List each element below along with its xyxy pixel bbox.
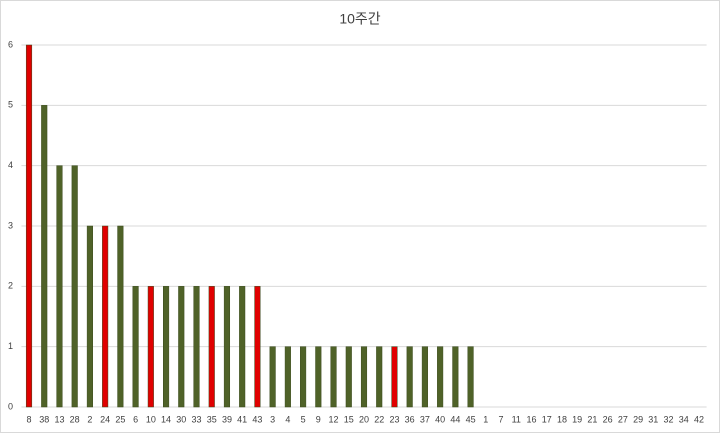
x-tick-label: 28 bbox=[70, 414, 80, 424]
x-tick-label: 23 bbox=[389, 414, 399, 424]
x-tick-label: 20 bbox=[359, 414, 369, 424]
bar bbox=[406, 346, 413, 408]
bar bbox=[117, 225, 124, 408]
x-tick-label: 21 bbox=[587, 414, 597, 424]
x-tick-label: 39 bbox=[222, 414, 232, 424]
x-tick-label: 38 bbox=[39, 414, 49, 424]
x-tick-label: 43 bbox=[252, 414, 262, 424]
bar bbox=[41, 105, 48, 408]
x-tick-label: 33 bbox=[191, 414, 201, 424]
x-tick-label: 29 bbox=[633, 414, 643, 424]
x-tick-label: 16 bbox=[526, 414, 536, 424]
y-tick-label: 3 bbox=[8, 220, 13, 230]
bar bbox=[391, 346, 398, 408]
x-tick-label: 40 bbox=[435, 414, 445, 424]
x-tick-label: 17 bbox=[542, 414, 552, 424]
x-tick-label: 10 bbox=[146, 414, 156, 424]
y-tick-label: 1 bbox=[8, 341, 13, 351]
x-tick-label: 9 bbox=[316, 414, 321, 424]
x-tick-label: 18 bbox=[557, 414, 567, 424]
y-tick-label: 5 bbox=[8, 100, 13, 110]
x-tick-label: 37 bbox=[420, 414, 430, 424]
y-tick-label: 0 bbox=[8, 401, 13, 411]
bar bbox=[147, 286, 154, 408]
x-tick-label: 7 bbox=[499, 414, 504, 424]
bar bbox=[208, 286, 215, 408]
bar bbox=[25, 44, 33, 408]
x-tick-label: 15 bbox=[344, 414, 354, 424]
x-tick-label: 5 bbox=[301, 414, 306, 424]
bar bbox=[284, 346, 291, 408]
bar bbox=[178, 286, 185, 408]
x-tick-label: 30 bbox=[176, 414, 186, 424]
x-tick-label: 45 bbox=[466, 414, 476, 424]
y-tick-label: 6 bbox=[8, 39, 13, 49]
y-tick-label: 4 bbox=[8, 160, 13, 170]
x-tick-label: 2 bbox=[87, 414, 92, 424]
bar bbox=[315, 346, 322, 408]
bar bbox=[300, 346, 307, 408]
bar bbox=[223, 286, 231, 408]
x-tick-label: 4 bbox=[285, 414, 290, 424]
x-tick-label: 35 bbox=[207, 414, 217, 424]
chart-title: 10주간 bbox=[339, 11, 380, 27]
y-tick-label: 2 bbox=[8, 281, 13, 291]
bar bbox=[254, 286, 261, 408]
x-tick-label: 44 bbox=[450, 414, 460, 424]
x-tick-label: 1 bbox=[483, 414, 488, 424]
x-tick-label: 12 bbox=[329, 414, 339, 424]
bar bbox=[56, 165, 63, 408]
x-tick-label: 3 bbox=[270, 414, 275, 424]
x-tick-label: 36 bbox=[405, 414, 415, 424]
x-tick-label: 11 bbox=[512, 414, 521, 424]
x-tick-label: 22 bbox=[374, 414, 384, 424]
bar bbox=[376, 346, 383, 408]
x-tick-label: 8 bbox=[27, 414, 32, 424]
bar bbox=[102, 225, 109, 408]
x-tick-label: 14 bbox=[161, 414, 171, 424]
bar bbox=[86, 225, 93, 408]
x-tick-label: 32 bbox=[664, 414, 674, 424]
bar bbox=[193, 286, 200, 408]
bar bbox=[269, 346, 276, 408]
bar bbox=[467, 346, 474, 408]
x-tick-label: 41 bbox=[237, 414, 247, 424]
bar bbox=[330, 346, 337, 408]
bar bbox=[71, 165, 78, 408]
bar bbox=[437, 346, 444, 408]
x-tick-label: 42 bbox=[694, 414, 704, 424]
x-tick-label: 6 bbox=[133, 414, 138, 424]
x-tick-label: 13 bbox=[54, 414, 64, 424]
x-tick-label: 24 bbox=[100, 414, 110, 424]
x-tick-label: 34 bbox=[679, 414, 689, 424]
bar bbox=[239, 286, 246, 408]
bar bbox=[163, 286, 170, 408]
bar bbox=[345, 346, 352, 408]
bar bbox=[132, 286, 139, 408]
bar bbox=[421, 346, 428, 408]
bar bbox=[360, 346, 368, 408]
x-tick-label: 26 bbox=[603, 414, 613, 424]
x-tick-label: 19 bbox=[572, 414, 582, 424]
bar bbox=[452, 346, 459, 408]
x-tick-label: 25 bbox=[115, 414, 125, 424]
x-tick-label: 31 bbox=[648, 414, 658, 424]
x-tick-label: 27 bbox=[618, 414, 628, 424]
